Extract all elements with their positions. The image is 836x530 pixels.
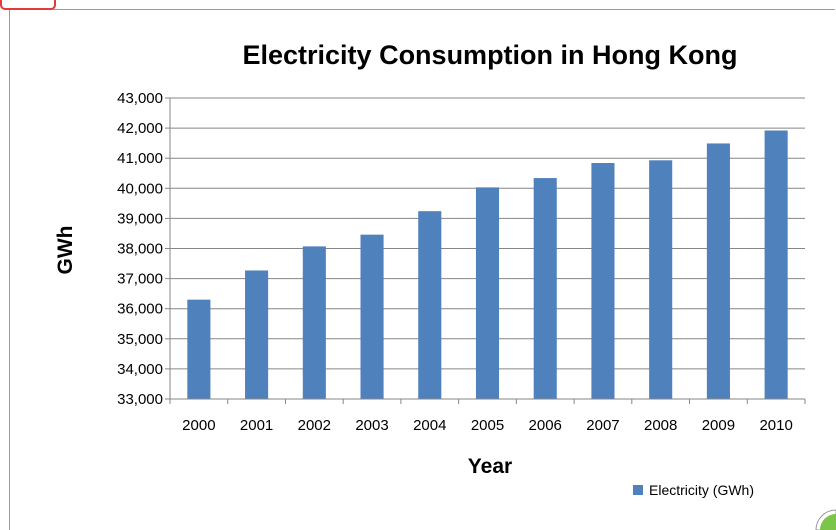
y-tick-label: 40,000 bbox=[117, 180, 163, 197]
x-tick-labels: 2000 2001 2002 2003 2004 2005 2006 2007 2008 2009… bbox=[182, 417, 793, 434]
bar bbox=[360, 234, 384, 399]
bar bbox=[649, 160, 673, 399]
corner-badge-icon bbox=[815, 509, 836, 530]
bar bbox=[418, 211, 442, 399]
x-tick-label: 2001 bbox=[240, 417, 273, 434]
y-tick-label: 36,000 bbox=[117, 301, 163, 318]
y-tick-label: 33,000 bbox=[117, 391, 163, 408]
y-tick-label: 43,000 bbox=[117, 90, 163, 107]
bar bbox=[245, 270, 269, 399]
x-axis-label: Year bbox=[468, 455, 512, 478]
x-tick-label: 2005 bbox=[471, 417, 504, 434]
y-tick-label: 34,000 bbox=[117, 361, 163, 378]
x-tick-label: 2010 bbox=[759, 417, 792, 434]
y-axis-label: GWh bbox=[54, 226, 77, 275]
chart-title: Electricity Consumption in Hong Kong bbox=[243, 40, 738, 70]
corner-tab bbox=[0, 0, 56, 10]
bar bbox=[764, 130, 788, 399]
legend: Electricity (GWh) bbox=[633, 482, 754, 498]
bar bbox=[187, 299, 211, 399]
y-tick-labels: 33,000 34,000 35,000 36,000 37,000 38,000 39,0… bbox=[117, 90, 163, 408]
y-tick-label: 37,000 bbox=[117, 271, 163, 288]
legend-swatch bbox=[633, 485, 643, 495]
bar bbox=[591, 163, 615, 399]
y-tick-label: 35,000 bbox=[117, 331, 163, 348]
bars bbox=[187, 130, 788, 399]
y-tick-label: 38,000 bbox=[117, 241, 163, 258]
bar bbox=[533, 178, 557, 399]
y-tick-label: 42,000 bbox=[117, 120, 163, 137]
y-tick-label: 39,000 bbox=[117, 210, 163, 227]
y-tick-label: 41,000 bbox=[117, 150, 163, 167]
x-tick-label: 2006 bbox=[529, 417, 562, 434]
bar bbox=[475, 187, 500, 399]
x-tick-label: 2009 bbox=[702, 417, 735, 434]
x-tick-label: 2000 bbox=[182, 417, 215, 434]
x-tick-label: 2008 bbox=[644, 417, 677, 434]
bar bbox=[706, 143, 730, 399]
x-tick-label: 2002 bbox=[298, 417, 331, 434]
x-tick-label: 2004 bbox=[413, 417, 446, 434]
legend-label: Electricity (GWh) bbox=[649, 482, 754, 498]
bar bbox=[302, 246, 326, 399]
x-tick-label: 2003 bbox=[355, 417, 388, 434]
x-tick-label: 2007 bbox=[586, 417, 619, 434]
